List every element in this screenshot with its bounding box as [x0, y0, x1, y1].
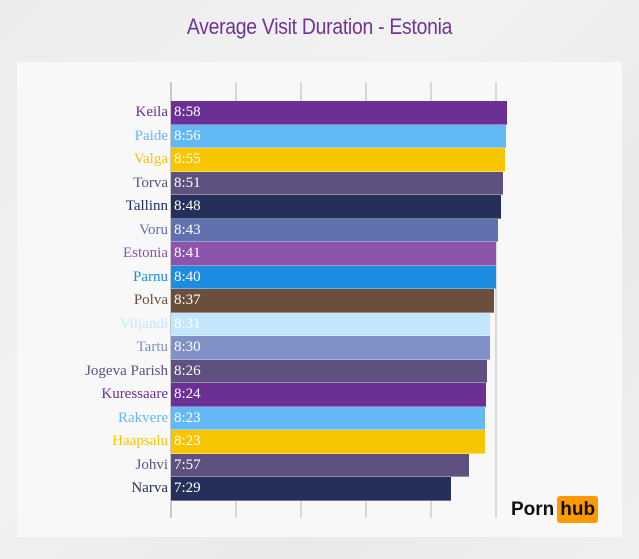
bar-value-label: 8:43 [174, 221, 201, 238]
category-label: Rakvere [118, 409, 168, 426]
brand-logo: Porn hub [511, 496, 599, 523]
bar-row: Tartu 8:30 [0, 336, 639, 360]
bar [171, 289, 494, 313]
bar-value-label: 8:56 [174, 127, 201, 144]
category-label: Voru [139, 221, 168, 238]
bar-row: Polva 8:37 [0, 289, 639, 313]
chart-title: Average Visit Duration - Estonia [186, 14, 453, 39]
bar [171, 453, 469, 477]
category-label: Jogeva Parish [85, 362, 168, 379]
bar-row: Viljandi 8:31 [0, 312, 639, 336]
bar [171, 242, 496, 266]
category-label: Haapsalu [112, 433, 168, 449]
bar-row: Estonia 8:41 [0, 242, 639, 266]
category-label: Tartu [136, 339, 168, 355]
bar-value-label: 8:37 [174, 292, 201, 308]
bar [171, 265, 496, 289]
bar-value-label: 8:26 [174, 362, 201, 379]
bar-row: Kuressaare 8:24 [0, 383, 639, 407]
bar-value-label: 7:29 [174, 480, 201, 496]
category-label: Torva [133, 174, 168, 191]
bar [171, 312, 490, 336]
category-label: Narva [131, 480, 168, 496]
bar [171, 477, 451, 501]
bar-row: Parnu 8:40 [0, 265, 639, 289]
bar-row: Tallinn 8:48 [0, 195, 639, 219]
bar [171, 406, 485, 430]
bar-row: Haapsalu 8:23 [0, 430, 639, 454]
bar-row: Torva 8:51 [0, 171, 639, 195]
bar [171, 124, 506, 148]
bar-value-label: 8:41 [174, 245, 201, 261]
brand-logo-text: Porn [511, 498, 555, 520]
category-label: Valga [133, 151, 168, 167]
bar [171, 359, 487, 383]
bar-row: Johvi 7:57 [0, 453, 639, 477]
category-label: Viljandi [119, 315, 168, 332]
category-label: Polva [133, 292, 168, 308]
bar-value-label: 8:23 [174, 409, 201, 426]
bar-value-label: 8:23 [174, 433, 201, 449]
bar-row: Keila 8:58 [0, 101, 639, 125]
bar-value-label: 8:51 [174, 174, 201, 191]
bar-row: Paide 8:56 [0, 124, 639, 148]
bar-value-label: 8:24 [174, 386, 201, 402]
bar [171, 383, 486, 407]
bar-value-label: 8:40 [174, 268, 201, 285]
bar [171, 101, 507, 125]
bar-row: Rakvere 8:23 [0, 406, 639, 430]
bar-value-label: 8:30 [174, 339, 201, 355]
bar [171, 218, 498, 242]
bar-value-label: 8:58 [174, 104, 201, 120]
category-label: Keila [135, 104, 168, 120]
bar-value-label: 8:55 [174, 151, 201, 167]
bar-value-label: 8:48 [174, 198, 201, 214]
category-label: Estonia [123, 245, 168, 261]
bar [171, 430, 485, 454]
category-label: Paide [134, 127, 168, 144]
bar [171, 195, 501, 219]
bar-row: Valga 8:55 [0, 148, 639, 172]
bar [171, 148, 505, 172]
bar-row: Jogeva Parish 8:26 [0, 359, 639, 383]
bar-value-label: 7:57 [174, 456, 201, 473]
category-label: Parnu [133, 268, 168, 285]
bar [171, 336, 490, 360]
bar [171, 171, 503, 195]
bar-row: Narva 7:29 [0, 477, 639, 501]
category-label: Tallinn [125, 198, 168, 214]
category-label: Johvi [135, 456, 168, 473]
bar-value-label: 8:31 [174, 315, 201, 332]
gridline [495, 82, 497, 518]
category-label: Kuressaare [101, 386, 168, 402]
bar-row: Voru 8:43 [0, 218, 639, 242]
brand-logo-badge: hub [557, 496, 599, 523]
